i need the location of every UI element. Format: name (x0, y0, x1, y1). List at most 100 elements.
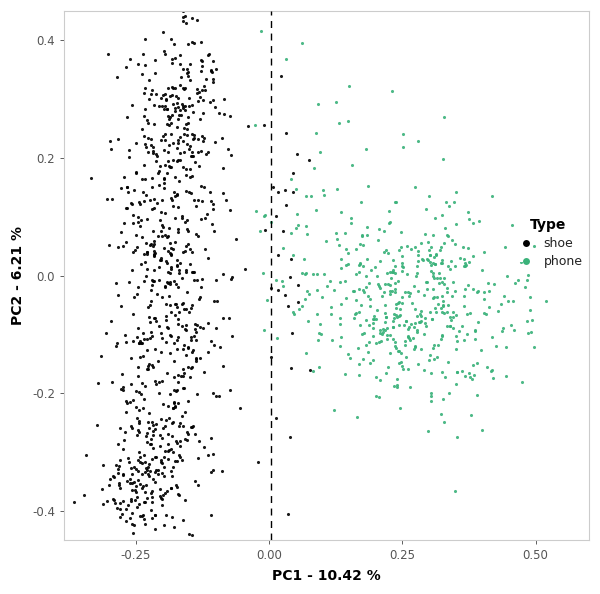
Point (154, 275, 164, 285)
Point (385, 217, 394, 227)
Point (474, 217, 484, 226)
Point (278, 277, 287, 286)
Point (178, 344, 188, 353)
Point (173, 320, 183, 329)
Point (166, 264, 176, 274)
Point (211, 323, 221, 333)
Point (419, 365, 428, 375)
Point (371, 391, 380, 400)
Point (380, 287, 389, 296)
Point (157, 333, 167, 343)
Point (437, 255, 447, 265)
Point (136, 352, 145, 362)
Point (106, 316, 115, 326)
Point (191, 353, 201, 362)
Point (431, 249, 440, 259)
Point (401, 353, 410, 362)
Point (170, 83, 179, 93)
Point (186, 335, 196, 345)
Point (146, 439, 156, 448)
Point (143, 115, 152, 125)
Point (146, 300, 155, 309)
Point (187, 129, 197, 139)
Point (118, 444, 128, 454)
Point (161, 94, 171, 104)
Point (167, 431, 177, 440)
Point (490, 280, 499, 289)
Point (182, 224, 192, 233)
Point (297, 302, 307, 311)
Point (165, 238, 175, 247)
Point (266, 283, 276, 292)
Point (173, 314, 183, 324)
Point (199, 182, 209, 191)
Point (164, 232, 173, 241)
Point (443, 300, 453, 309)
Point (416, 238, 425, 248)
Point (337, 332, 346, 342)
Point (301, 295, 310, 304)
Point (259, 120, 269, 129)
Point (133, 217, 142, 226)
Point (405, 335, 415, 345)
Point (140, 174, 150, 184)
Point (346, 353, 355, 363)
Point (181, 407, 190, 417)
Point (459, 302, 469, 311)
Point (142, 429, 152, 438)
Point (301, 221, 311, 230)
Point (434, 268, 443, 277)
Point (159, 46, 169, 56)
Point (181, 119, 190, 128)
Point (139, 514, 149, 524)
Point (285, 432, 295, 441)
Point (181, 84, 190, 93)
Point (187, 530, 197, 540)
Point (178, 371, 188, 381)
Point (166, 263, 176, 272)
Point (164, 161, 173, 170)
Point (493, 307, 503, 316)
Point (469, 370, 479, 380)
Point (156, 253, 166, 263)
Point (526, 305, 535, 315)
Point (158, 500, 167, 510)
Point (146, 333, 155, 343)
Point (344, 81, 354, 90)
Point (468, 251, 478, 261)
Point (169, 447, 178, 457)
Point (385, 267, 395, 277)
Point (162, 104, 172, 113)
Point (151, 424, 160, 433)
Point (148, 276, 157, 285)
Point (152, 198, 161, 207)
Point (126, 379, 136, 388)
Point (113, 464, 123, 473)
Point (218, 0, 227, 10)
Point (257, 26, 266, 35)
Point (517, 377, 526, 387)
Point (183, 39, 193, 48)
Point (439, 308, 449, 318)
Point (181, 350, 191, 360)
Point (160, 89, 170, 99)
Point (368, 355, 378, 365)
Point (415, 309, 425, 318)
Point (383, 279, 392, 289)
Point (356, 198, 366, 207)
Point (188, 151, 198, 161)
Point (180, 324, 190, 333)
Point (479, 294, 489, 304)
Point (143, 365, 152, 374)
Point (182, 65, 192, 74)
Point (160, 282, 169, 291)
Point (425, 251, 434, 260)
Point (414, 317, 424, 326)
Point (427, 266, 436, 276)
Point (410, 342, 419, 351)
Point (158, 423, 168, 432)
Point (220, 109, 229, 118)
Point (124, 153, 134, 162)
Point (226, 150, 236, 159)
Point (450, 486, 460, 495)
